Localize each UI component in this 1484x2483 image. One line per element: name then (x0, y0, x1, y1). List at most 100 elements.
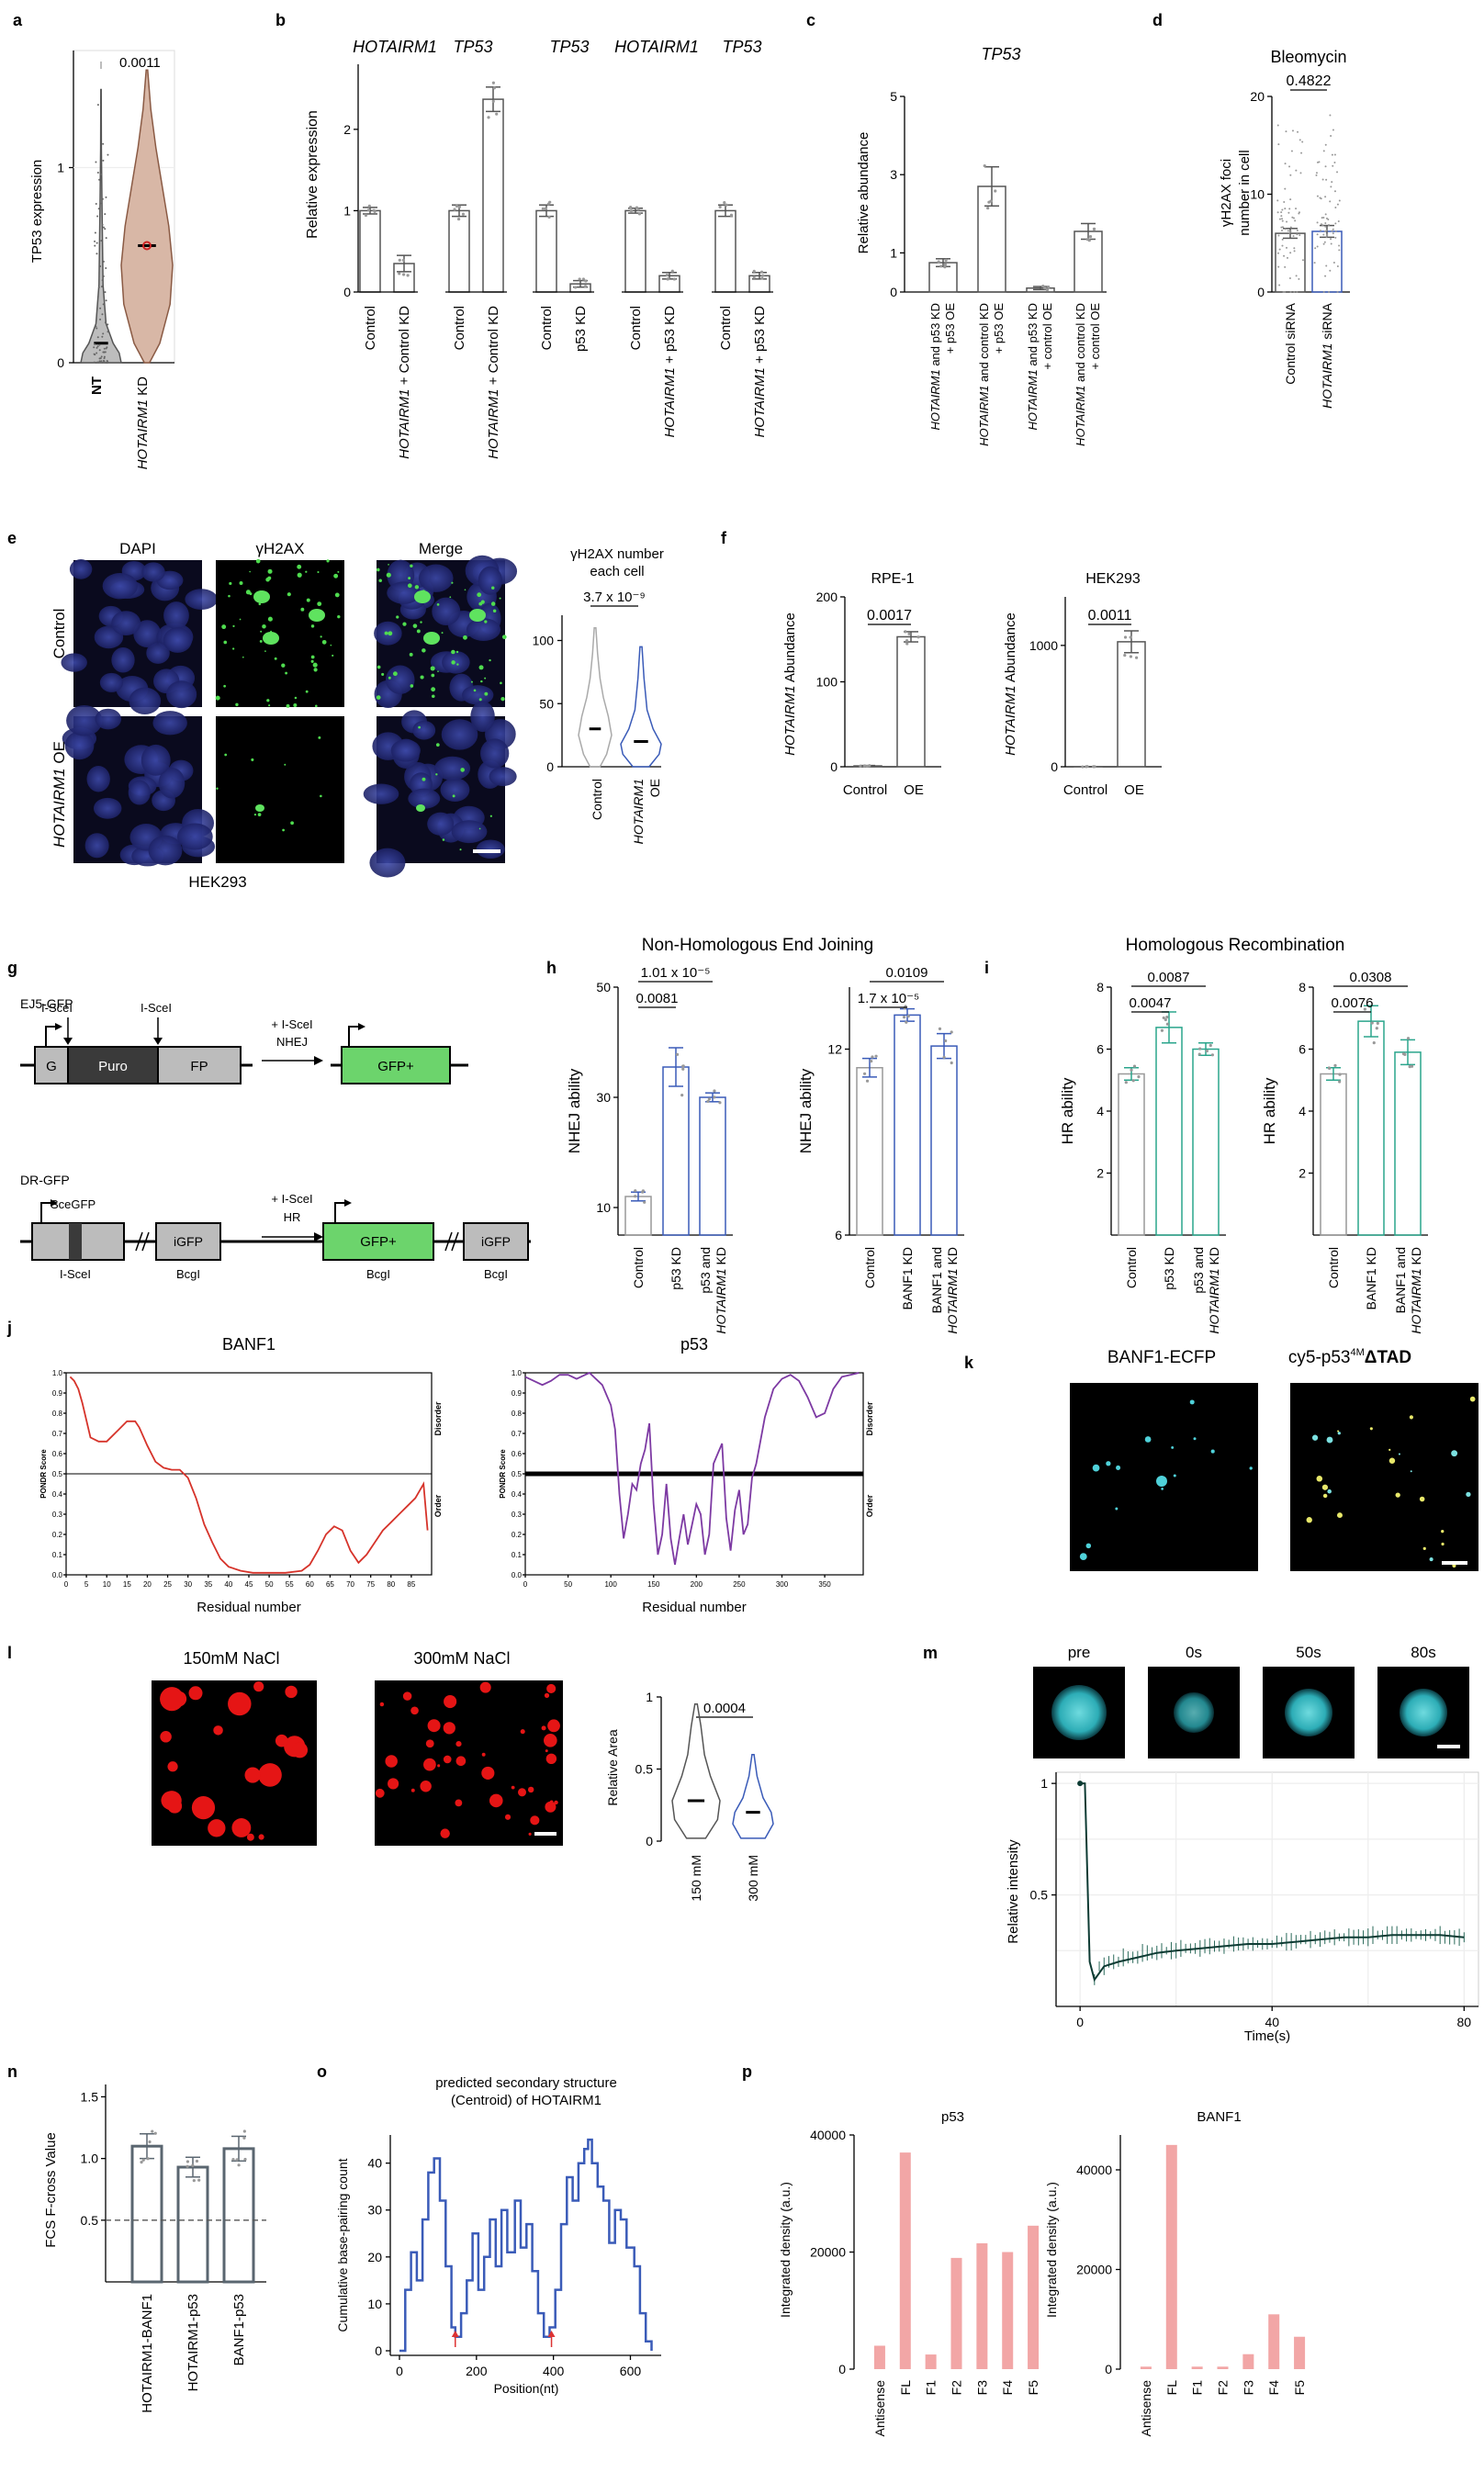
svg-text:p53 and: p53 and (1191, 1247, 1206, 1294)
data-point (102, 332, 105, 335)
violin (80, 88, 122, 364)
foci (287, 592, 291, 597)
data-point (1322, 217, 1325, 219)
svg-text:5: 5 (84, 1580, 89, 1589)
droplet (504, 1814, 512, 1820)
nucleus (133, 620, 162, 648)
data-point (1293, 250, 1296, 253)
data-point (1327, 218, 1330, 220)
svg-text:γH2AX foci: γH2AX foci (1219, 159, 1234, 227)
panel-n: 0.5 1.0 1.5 FCS F-cross Value HOTAIRM1-BANF1… (43, 2084, 266, 2413)
droplet (388, 1778, 399, 1790)
frame-label: 50s (1296, 1644, 1321, 1661)
foci (478, 665, 484, 670)
svg-text:Residual number: Residual number (642, 1600, 746, 1615)
bar (894, 1014, 921, 1236)
svg-text:0: 0 (57, 355, 64, 370)
data-point (1334, 222, 1337, 225)
foci (500, 696, 505, 702)
svg-text:200: 200 (466, 2364, 488, 2378)
data-point (1314, 247, 1317, 250)
svg-text:Control: Control (590, 779, 604, 820)
foci (268, 704, 271, 707)
foci (386, 572, 391, 578)
droplet (479, 1681, 491, 1693)
foci-cluster (263, 632, 279, 645)
svg-text:+ I-SceI: + I-SceI (271, 1017, 312, 1031)
nucleus (434, 756, 471, 781)
foci (294, 696, 298, 700)
svg-text:HOTAIRM1-p53: HOTAIRM1-p53 (186, 2294, 201, 2391)
foci (384, 631, 388, 635)
data-point (1283, 200, 1286, 203)
foci (224, 753, 228, 757)
droplet (545, 1753, 557, 1765)
data-point (103, 347, 106, 350)
svg-text:BANF1-p53: BANF1-p53 (231, 2294, 247, 2365)
data-point (1288, 208, 1291, 210)
data-point (1289, 230, 1292, 232)
svg-text:0.4: 0.4 (512, 1490, 523, 1499)
svg-text:number in cell: number in cell (1237, 150, 1253, 235)
svg-text:0.0109: 0.0109 (886, 965, 928, 981)
data-point (1324, 221, 1327, 224)
foci (228, 594, 230, 598)
violin (620, 646, 662, 768)
data-point (101, 279, 104, 282)
data-point (578, 277, 581, 281)
svg-text:0: 0 (1257, 285, 1265, 299)
droplet (1466, 1491, 1471, 1498)
nucleus (489, 767, 517, 787)
data-point (675, 1052, 680, 1056)
data-point (191, 2163, 195, 2167)
data-point (862, 764, 866, 768)
svg-text:40: 40 (224, 1580, 232, 1589)
data-point (102, 226, 105, 229)
svg-text:0: 0 (1076, 2015, 1084, 2029)
foci (492, 609, 497, 613)
svg-text:each cell: each cell (590, 564, 644, 579)
data-point (1280, 215, 1283, 218)
panel-letter-j: j (6, 1319, 12, 1337)
bar (976, 2242, 988, 2369)
data-point (99, 265, 102, 268)
data-point (1281, 219, 1284, 222)
data-point (718, 205, 722, 209)
data-point (96, 242, 98, 244)
svg-text:0.5: 0.5 (635, 1762, 654, 1777)
droplet (554, 1800, 558, 1805)
data-point (1375, 1027, 1378, 1030)
data-point (994, 189, 997, 193)
foci (464, 589, 467, 591)
nucleus (176, 823, 213, 850)
data-point (1334, 236, 1337, 239)
data-point (871, 1055, 874, 1059)
svg-text:4: 4 (1096, 1104, 1104, 1118)
data-point (1324, 275, 1327, 277)
chart-title: p53 (941, 2109, 964, 2125)
svg-text:HOTAIRM1 KD: HOTAIRM1 KD (714, 1247, 728, 1334)
data-point (1330, 238, 1332, 241)
droplet (1085, 1543, 1092, 1549)
micrograph-dapi (61, 559, 218, 715)
chart-title: Homologous Recombination (1126, 936, 1345, 955)
foci (489, 658, 491, 662)
droplet (1369, 1427, 1373, 1431)
data-point (862, 1072, 867, 1075)
violin (671, 1703, 721, 1839)
panel-g: EJ5-GFP DR-GFP G Puro FP I-SceI I-SceI + I-SceI… (20, 996, 531, 1281)
svg-text:1: 1 (890, 245, 897, 260)
scale-bar (1437, 1745, 1460, 1748)
data-point (1134, 656, 1139, 659)
bar (1294, 2336, 1306, 2369)
column-header: TP53 (549, 38, 589, 56)
foci (490, 601, 496, 606)
data-point (1331, 153, 1333, 156)
chart-title: p53 (680, 1335, 708, 1354)
data-point (907, 632, 911, 635)
droplet (1409, 1415, 1413, 1420)
data-point (670, 269, 674, 273)
droplet (1249, 1466, 1253, 1470)
svg-text:Disorder: Disorder (433, 1401, 443, 1436)
svg-text:F1: F1 (1190, 2380, 1205, 2396)
